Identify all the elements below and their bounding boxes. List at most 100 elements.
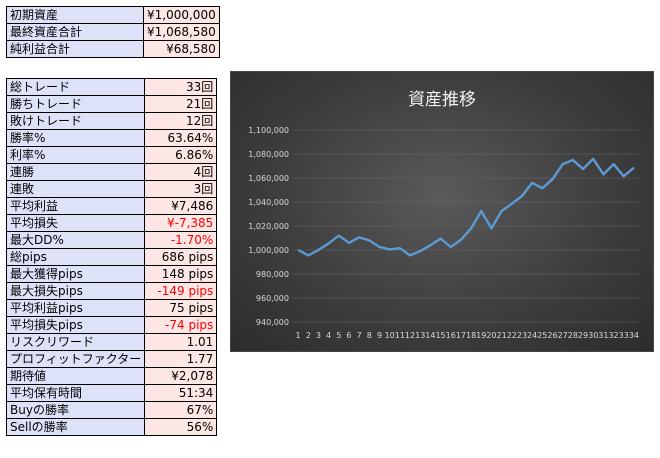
stats-table: 総トレード 33回 勝ちトレード 21回 敗けトレード 12回 勝率% 63.64% 利率% 6.… [5,78,218,436]
x-tick-label: 3 [316,331,321,340]
row-label: Buyの勝率 [5,401,146,419]
row-label: 平均利益 [5,197,146,215]
x-tick-label: 25 [537,331,547,340]
row-label: 平均利益pips [5,299,146,317]
row-label: 最大獲得pips [5,265,146,283]
row-label: Sellの勝率 [5,418,146,436]
series-line [297,157,635,257]
row-label: 総pips [5,248,146,266]
row-label: 平均損失pips [5,316,146,334]
x-tick-label: 1 [296,331,301,340]
x-tick-label: 19 [476,331,486,340]
row-value: ¥7,486 [144,197,218,215]
x-tick-label: 29 [578,331,588,340]
x-tick-label: 9 [377,331,382,340]
row-value: ¥2,078 [144,367,218,385]
x-tick-label: 17 [456,331,466,340]
row-label: 純利益合計 [6,40,144,58]
table-row: 連敗 3回 [5,180,218,198]
row-value: 67% [144,401,218,419]
x-tick-label: 18 [466,331,476,340]
x-tick-label: 20 [486,331,496,340]
x-tick-label: 31 [598,331,608,340]
x-tick-label: 23 [517,331,527,340]
row-value: 6.86% [144,146,218,164]
row-value: 75 pips [144,299,218,317]
x-tick-label: 15 [435,331,445,340]
table-row: 最大獲得pips 148 pips [5,265,218,283]
table-row: 平均保有時間 51:34 [5,384,218,402]
table-row: 総トレード 33回 [5,78,218,96]
x-tick-label: 16 [446,331,456,340]
row-value: -149 pips [144,282,218,300]
summary-table: 初期資産 ¥1,000,000 最終資産合計 ¥1,068,580 純利益合計 ¥68,5… [6,6,220,58]
x-tick-label: 4 [326,331,331,340]
table-row: 最終資産合計 ¥1,068,580 [6,23,220,41]
x-tick-label: 27 [558,331,568,340]
y-tick-label: 960,000 [256,294,289,303]
x-tick-label: 24 [527,331,537,340]
x-tick-label: 34 [629,331,639,340]
table-row: 期待値 ¥2,078 [5,367,218,385]
y-tick-label: 1,100,000 [248,126,289,135]
row-label: 初期資産 [6,6,144,24]
row-value: -74 pips [144,316,218,334]
x-tick-label: 28 [568,331,578,340]
row-label: 敗けトレード [5,112,146,130]
table-row: 総pips 686 pips [5,248,218,266]
table-row: 勝率% 63.64% [5,129,218,147]
x-tick-label: 30 [588,331,598,340]
line-chart: 940,000 960,000 980,000 1,000,000 1,020,000 1… [248,126,639,340]
chart-title: 資産推移 [408,90,476,110]
x-tick-label: 14 [425,331,435,340]
row-value: 3回 [144,180,218,198]
row-value: 56% [144,418,218,436]
x-tick-label: 11 [395,331,405,340]
table-row: 平均利益pips 75 pips [5,299,218,317]
row-label: プロフィットファクター [5,350,146,368]
x-tick-label: 21 [497,331,507,340]
row-value: ¥68,580 [143,40,220,58]
table-row: プロフィットファクター 1.77 [5,350,218,368]
x-tick-label: 13 [415,331,425,340]
x-tick-label: 22 [507,331,517,340]
row-label: 最終資産合計 [6,23,144,41]
row-value: -1.70% [144,231,218,249]
row-value: ¥1,068,580 [143,23,220,41]
row-label: 期待値 [5,367,146,385]
table-row: 平均損失 ¥-7,385 [5,214,218,232]
table-row: 勝ちトレード 21回 [5,95,218,113]
table-row: 利率% 6.86% [5,146,218,164]
row-label: 勝ちトレード [5,95,146,113]
row-value: 1.77 [144,350,218,368]
table-row: 敗けトレード 12回 [5,112,218,130]
x-tick-label: 5 [336,331,341,340]
row-label: 利率% [5,146,146,164]
row-value: 63.64% [144,129,218,147]
y-tick-label: 1,000,000 [248,246,289,255]
row-value: 21回 [144,95,218,113]
x-tick-label: 33 [619,331,629,340]
table-row: 最大DD% -1.70% [5,231,218,249]
row-value: 12回 [144,112,218,130]
row-label: 連勝 [5,163,146,181]
row-value: 33回 [144,78,218,96]
table-row: 平均損失pips -74 pips [5,316,218,334]
row-label: 平均保有時間 [5,384,146,402]
row-label: 連敗 [5,180,146,198]
x-tick-label: 6 [346,331,351,340]
y-tick-label: 940,000 [256,318,289,327]
table-row: 最大損失pips -149 pips [5,282,218,300]
table-row: Sellの勝率 56% [5,418,218,436]
row-label: 勝率% [5,129,146,147]
row-value: 51:34 [144,384,218,402]
y-tick-label: 1,060,000 [248,174,289,183]
row-label: 最大損失pips [5,282,146,300]
table-row: 純利益合計 ¥68,580 [6,40,220,58]
x-tick-label: 26 [547,331,557,340]
table-row: Buyの勝率 67% [5,401,218,419]
y-tick-label: 1,020,000 [248,222,289,231]
row-label: 平均損失 [5,214,146,232]
y-tick-label: 1,080,000 [248,150,289,159]
table-row: 平均利益 ¥7,486 [5,197,218,215]
